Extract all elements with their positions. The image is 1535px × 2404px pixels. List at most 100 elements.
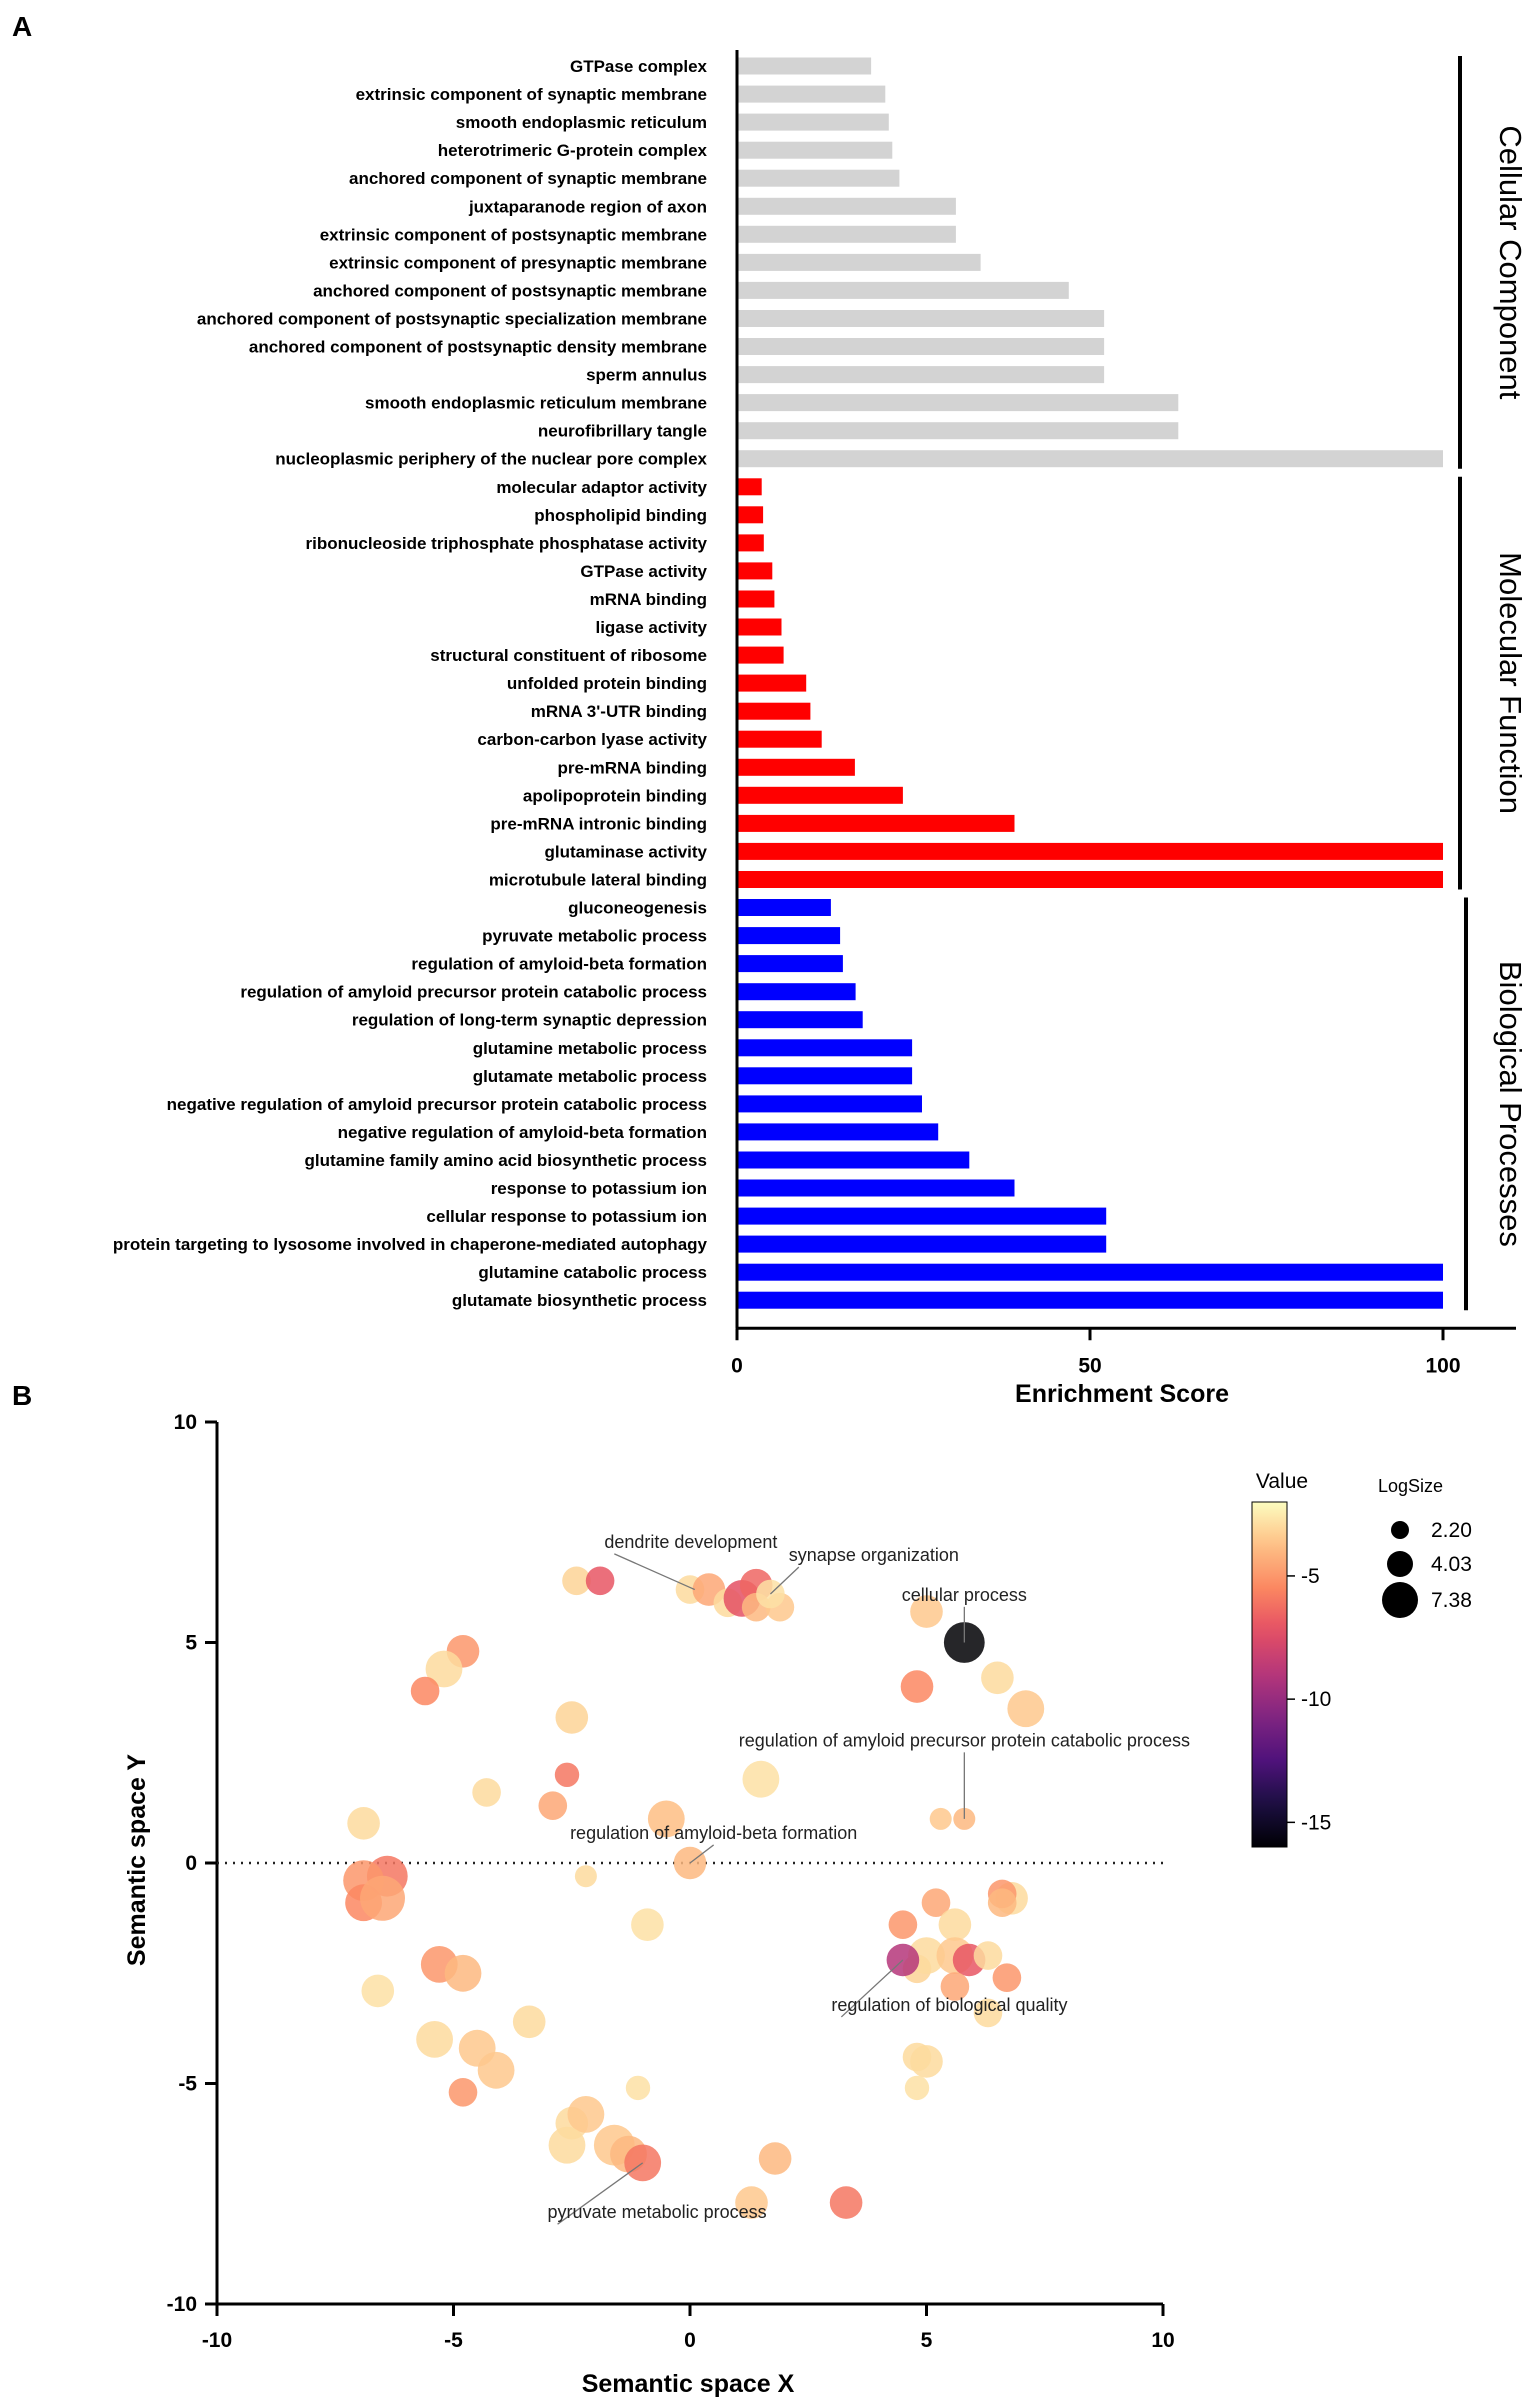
category-label-glutamine-metabolic-process: glutamine metabolic process bbox=[473, 1039, 707, 1058]
category-label-smooth-endoplasmic-reticulum-membrane: smooth endoplasmic reticulum membrane bbox=[365, 394, 707, 413]
y-tick-label: 0 bbox=[185, 1852, 197, 1875]
annotation-leader-line bbox=[840, 1959, 904, 2018]
colorbar bbox=[1251, 1501, 1288, 1848]
scatter-bubble bbox=[347, 1807, 380, 1840]
scatter-bubble bbox=[981, 1661, 1014, 1695]
bar-pyruvate-metabolic-process bbox=[737, 927, 841, 945]
category-label-ligase-activity: ligase activity bbox=[595, 618, 707, 637]
category-label-unfolded-protein-binding: unfolded protein binding bbox=[507, 674, 707, 693]
category-labels: GTPase complex extrinsic component of syn… bbox=[113, 57, 708, 1310]
scatter-bubble bbox=[554, 1762, 580, 1788]
category-label-extrinsic-component-of-presynaptic-membrane: extrinsic component of presynaptic membr… bbox=[329, 253, 707, 272]
scatter-bubble bbox=[888, 1910, 918, 1939]
bar-glutamine-metabolic-process bbox=[737, 1039, 913, 1057]
colorbar-tick-label: -10 bbox=[1301, 1688, 1331, 1711]
bar-gluconeogenesis bbox=[737, 899, 831, 916]
scatter-bubble bbox=[1007, 1690, 1045, 1728]
x-tick-label: 0 bbox=[731, 1354, 743, 1377]
colorbar-title: Value bbox=[1256, 1470, 1308, 1493]
legend-group: Value -5 -10 -15 LogSize 2.20 4.03 7.38 bbox=[1251, 1470, 1472, 1848]
bar-cellular-response-to-potassium-ion bbox=[737, 1207, 1107, 1225]
x-tick-label: 5 bbox=[921, 2329, 933, 2352]
category-label-glutamine-family-amino-acid-biosynthetic-process: glutamine family amino acid biosynthetic… bbox=[305, 1151, 707, 1170]
category-label-pyruvate-metabolic-process: pyruvate metabolic process bbox=[482, 927, 707, 946]
category-label-response-to-potassium-ion: response to potassium ion bbox=[491, 1179, 707, 1198]
category-label-structural-constituent-of-ribosome: structural constituent of ribosome bbox=[430, 646, 707, 665]
scatter-bubble bbox=[829, 2186, 863, 2219]
bar-mrna-binding bbox=[737, 590, 775, 608]
size-legend-circle bbox=[1391, 1521, 1409, 1539]
x-tick-label: 100 bbox=[1425, 1354, 1460, 1377]
scatter-bubble bbox=[448, 2078, 478, 2107]
scatter-bubble bbox=[992, 1963, 1022, 1992]
bar-molecular-adaptor-activity bbox=[737, 478, 762, 496]
bar-phospholipid-binding bbox=[737, 506, 764, 524]
category-label-cellular-response-to-potassium-ion: cellular response to potassium ion bbox=[426, 1207, 707, 1226]
category-label-juxtaparanode-region-of-axon: juxtaparanode region of axon bbox=[468, 197, 707, 216]
scatter-bubble bbox=[562, 1566, 591, 1596]
bar-regulation-of-amyloid-beta-formation bbox=[737, 955, 843, 973]
annotation-regulation-of-amyloid-beta-formation: regulation of amyloid-beta formation bbox=[570, 1823, 857, 1843]
size-legend-label: 4.03 bbox=[1431, 1553, 1472, 1576]
size-legend-title: LogSize bbox=[1378, 1476, 1443, 1496]
scatter-bubble bbox=[929, 1807, 952, 1830]
category-label-apolipoprotein-binding: apolipoprotein binding bbox=[523, 786, 707, 805]
panel-a-x-axis-title: Enrichment Score bbox=[1015, 1380, 1229, 1408]
bar-regulation-of-amyloid-precursor-protein-catabolic-process bbox=[737, 983, 856, 1001]
category-label-negative-regulation-of-amyloid-precursor-protein-catabolic-process: negative regulation of amyloid precursor… bbox=[167, 1095, 707, 1114]
bar-apolipoprotein-binding bbox=[737, 786, 903, 804]
bar-glutaminase-activity bbox=[737, 842, 1443, 860]
category-label-glutamate-metabolic-process: glutamate metabolic process bbox=[473, 1067, 707, 1086]
category-label-neurofibrillary-tangle: neurofibrillary tangle bbox=[538, 422, 707, 441]
annotation-pyruvate-metabolic-process: pyruvate metabolic process bbox=[548, 2202, 767, 2222]
scatter-bubble bbox=[574, 1865, 597, 1888]
bar-glutamate-biosynthetic-process bbox=[737, 1291, 1443, 1309]
bar-sperm-annulus bbox=[737, 366, 1105, 384]
bar-smooth-endoplasmic-reticulum bbox=[737, 113, 889, 131]
category-label-negative-regulation-of-amyloid-beta-formation: negative regulation of amyloid-beta form… bbox=[338, 1123, 707, 1142]
annotation-cellular-process: cellular process bbox=[902, 1585, 1027, 1605]
x-tick-label: -10 bbox=[202, 2329, 232, 2352]
category-label-pre-mrna-intronic-binding: pre-mRNA intronic binding bbox=[490, 814, 707, 833]
category-label-glutaminase-activity: glutaminase activity bbox=[544, 842, 707, 861]
category-label-anchored-component-of-postsynaptic-density-membrane: anchored component of postsynaptic densi… bbox=[249, 338, 707, 357]
scatter-bubble bbox=[410, 1676, 440, 1706]
x-tick-label: 50 bbox=[1078, 1354, 1101, 1377]
scatter-bubble bbox=[647, 1800, 685, 1838]
category-label-pre-mrna-binding: pre-mRNA binding bbox=[557, 758, 707, 777]
scatter-bubble bbox=[477, 2051, 515, 2089]
scatter-bubble bbox=[938, 1908, 972, 1941]
annotation-regulation-of-amyloid-precursor-protein-catabolic-process: regulation of amyloid precursor protein … bbox=[739, 1730, 1190, 1750]
size-legend-circle bbox=[1387, 1551, 1413, 1577]
bar-smooth-endoplasmic-reticulum-membrane bbox=[737, 394, 1179, 412]
scatter-bubble bbox=[538, 1791, 568, 1820]
category-label-mrna-binding: mRNA binding bbox=[590, 590, 707, 609]
bar-gtpase-activity bbox=[737, 562, 773, 580]
scatter-bubble bbox=[904, 2075, 930, 2101]
colorbar-tick-label: -5 bbox=[1301, 1565, 1320, 1588]
bar-glutamate-metabolic-process bbox=[737, 1067, 913, 1085]
panel-a-bar-chart: A GTPase complex extrinsic component of s… bbox=[12, 11, 1528, 1408]
scatter-bubble bbox=[472, 1778, 501, 1807]
x-tick-label: -5 bbox=[444, 2329, 463, 2352]
panel-a-label: A bbox=[12, 11, 32, 42]
category-label-gtpase-complex: GTPase complex bbox=[570, 57, 708, 76]
scatter-bubble bbox=[360, 1875, 405, 1921]
annotation-group: dendrite development synapse organization… bbox=[548, 1532, 1190, 2225]
bar-negative-regulation-of-amyloid-beta-formation bbox=[737, 1123, 939, 1141]
bar-juxtaparanode-region-of-axon bbox=[737, 197, 956, 215]
bar-group bbox=[737, 57, 1443, 1309]
category-label-molecular-adaptor-activity: molecular adaptor activity bbox=[496, 478, 707, 497]
scatter-bubble bbox=[512, 2005, 546, 2039]
scatter-bubble bbox=[625, 2075, 651, 2101]
category-label-phospholipid-binding: phospholipid binding bbox=[534, 506, 707, 525]
category-label-anchored-component-of-postsynaptic-specialization-membrane: anchored component of postsynaptic speci… bbox=[197, 310, 707, 329]
size-legend-circle bbox=[1382, 1582, 1418, 1618]
panel-b-scatter: B -10 -5 0 5 10 10 5 0 -5 -10 dendrite developmen… bbox=[12, 1380, 1472, 2398]
category-label-anchored-component-of-postsynaptic-membrane: anchored component of postsynaptic membr… bbox=[313, 281, 707, 300]
scatter-bubble bbox=[425, 1650, 463, 1688]
panel-b-axes: -10 -5 0 5 10 10 5 0 -5 -10 bbox=[167, 1411, 1175, 2352]
y-tick-label: 10 bbox=[174, 1411, 197, 1434]
category-label-glutamate-biosynthetic-process: glutamate biosynthetic process bbox=[452, 1291, 707, 1310]
bar-structural-constituent-of-ribosome bbox=[737, 646, 784, 664]
